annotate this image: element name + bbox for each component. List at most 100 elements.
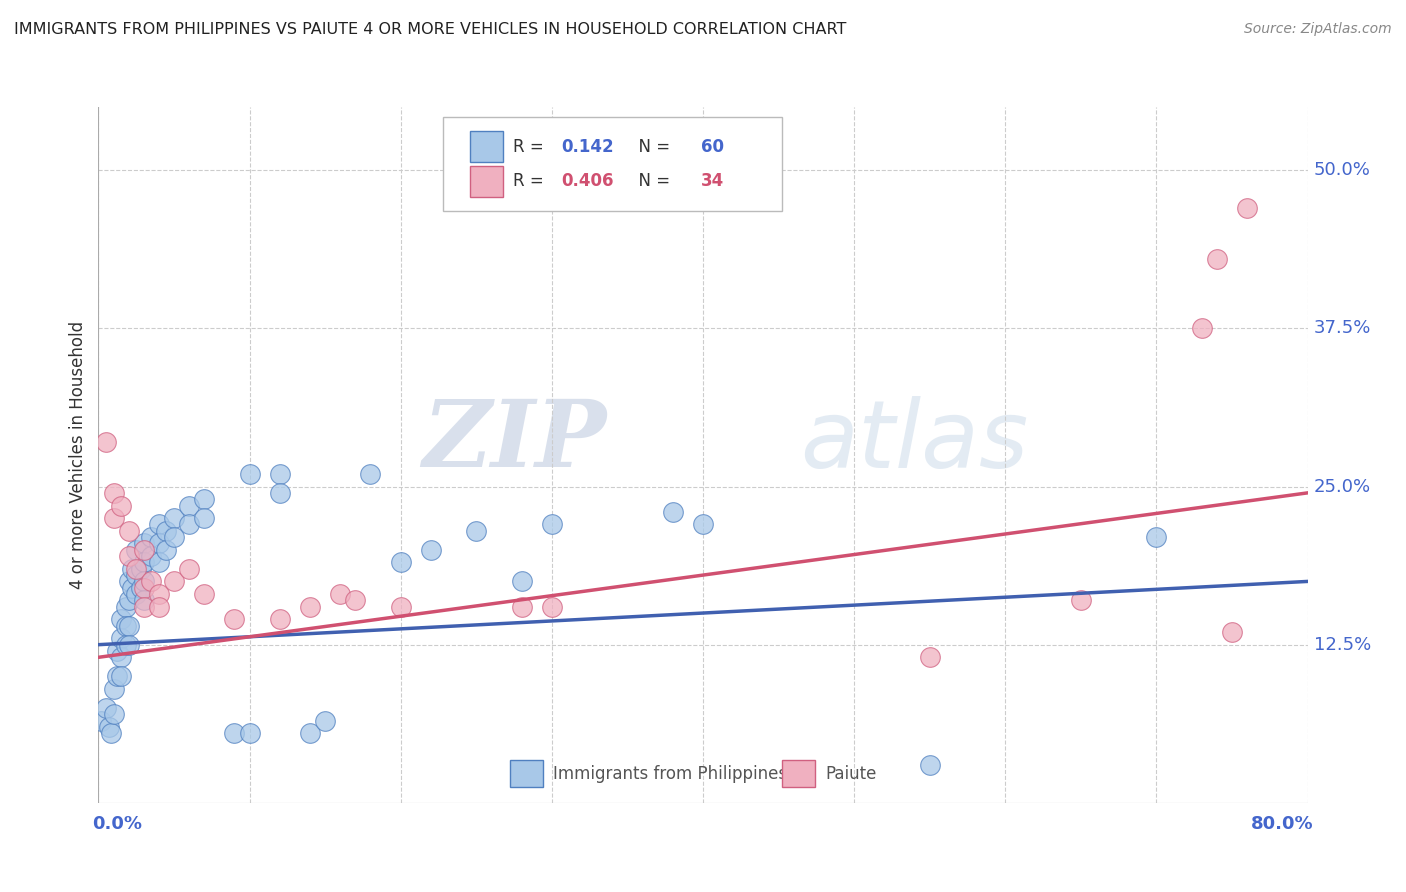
Point bbox=[177, 517, 201, 532]
Point bbox=[105, 669, 128, 683]
Point bbox=[177, 562, 201, 576]
Point bbox=[110, 612, 132, 626]
Point bbox=[110, 669, 132, 683]
Point bbox=[148, 517, 170, 532]
Point bbox=[163, 574, 186, 589]
Text: Source: ZipAtlas.com: Source: ZipAtlas.com bbox=[1244, 22, 1392, 37]
Point bbox=[110, 632, 132, 646]
Text: atlas: atlas bbox=[800, 395, 1028, 486]
Point bbox=[114, 618, 136, 632]
Text: 80.0%: 80.0% bbox=[1251, 815, 1313, 833]
Point bbox=[118, 574, 141, 589]
Point bbox=[132, 599, 155, 614]
Text: 50.0%: 50.0% bbox=[1313, 161, 1371, 179]
Point bbox=[110, 650, 132, 665]
Point bbox=[129, 562, 152, 576]
Point bbox=[148, 587, 170, 601]
Point bbox=[90, 714, 112, 728]
Text: 25.0%: 25.0% bbox=[1313, 477, 1371, 496]
Point bbox=[510, 599, 533, 614]
Text: ZIP: ZIP bbox=[422, 396, 606, 486]
Point bbox=[132, 536, 155, 550]
FancyBboxPatch shape bbox=[782, 760, 815, 788]
Point bbox=[94, 701, 117, 715]
Point bbox=[132, 581, 155, 595]
Point bbox=[103, 681, 125, 696]
Point bbox=[118, 549, 141, 563]
Point bbox=[125, 587, 148, 601]
Point bbox=[148, 536, 170, 550]
Point bbox=[389, 556, 412, 570]
Point bbox=[141, 530, 163, 544]
Text: IMMIGRANTS FROM PHILIPPINES VS PAIUTE 4 OR MORE VEHICLES IN HOUSEHOLD CORRELATIO: IMMIGRANTS FROM PHILIPPINES VS PAIUTE 4 … bbox=[14, 22, 846, 37]
Point bbox=[1191, 321, 1213, 335]
Point bbox=[299, 726, 322, 740]
Point bbox=[465, 524, 488, 538]
Point bbox=[193, 492, 215, 507]
Point bbox=[1236, 201, 1258, 215]
Point bbox=[360, 467, 382, 481]
Text: N =: N = bbox=[628, 172, 675, 191]
Point bbox=[314, 714, 336, 728]
Point bbox=[114, 599, 136, 614]
Text: N =: N = bbox=[628, 137, 675, 156]
Point bbox=[155, 524, 177, 538]
Y-axis label: 4 or more Vehicles in Household: 4 or more Vehicles in Household bbox=[69, 321, 87, 589]
Point bbox=[132, 556, 155, 570]
Text: R =: R = bbox=[513, 172, 550, 191]
Point bbox=[269, 486, 291, 500]
Point bbox=[1206, 252, 1229, 266]
Point bbox=[510, 574, 533, 589]
Point bbox=[114, 638, 136, 652]
Point bbox=[121, 562, 143, 576]
Point bbox=[148, 599, 170, 614]
Point bbox=[224, 726, 246, 740]
Point bbox=[918, 757, 941, 772]
Point bbox=[269, 612, 291, 626]
Point bbox=[540, 599, 562, 614]
Point bbox=[98, 720, 121, 734]
Point bbox=[125, 568, 148, 582]
Point bbox=[105, 644, 128, 658]
Point bbox=[125, 562, 148, 576]
Point bbox=[118, 524, 141, 538]
Point bbox=[129, 581, 152, 595]
Point bbox=[193, 511, 215, 525]
FancyBboxPatch shape bbox=[470, 131, 503, 162]
FancyBboxPatch shape bbox=[509, 760, 543, 788]
Text: 34: 34 bbox=[700, 172, 724, 191]
Point bbox=[103, 486, 125, 500]
Point bbox=[125, 542, 148, 557]
Point bbox=[239, 726, 262, 740]
Point bbox=[155, 542, 177, 557]
Point bbox=[344, 593, 367, 607]
Text: 12.5%: 12.5% bbox=[1313, 636, 1371, 654]
Point bbox=[419, 542, 441, 557]
Point bbox=[269, 467, 291, 481]
Point bbox=[110, 499, 132, 513]
FancyBboxPatch shape bbox=[470, 166, 503, 197]
Text: 0.0%: 0.0% bbox=[93, 815, 142, 833]
Point bbox=[118, 618, 141, 632]
Point bbox=[121, 581, 143, 595]
Text: Immigrants from Philippines: Immigrants from Philippines bbox=[553, 764, 787, 782]
Point bbox=[100, 726, 122, 740]
Point bbox=[163, 530, 186, 544]
Point bbox=[540, 517, 562, 532]
Point bbox=[661, 505, 683, 519]
Point bbox=[118, 593, 141, 607]
Point bbox=[389, 599, 412, 614]
Point bbox=[224, 612, 246, 626]
Point bbox=[177, 499, 201, 513]
Point bbox=[918, 650, 941, 665]
Point bbox=[103, 707, 125, 722]
Text: 0.142: 0.142 bbox=[561, 137, 614, 156]
Point bbox=[94, 435, 117, 450]
Point bbox=[141, 574, 163, 589]
Point bbox=[118, 638, 141, 652]
Point bbox=[148, 556, 170, 570]
Point bbox=[163, 511, 186, 525]
Point bbox=[132, 593, 155, 607]
Point bbox=[141, 549, 163, 563]
Text: Paiute: Paiute bbox=[825, 764, 876, 782]
